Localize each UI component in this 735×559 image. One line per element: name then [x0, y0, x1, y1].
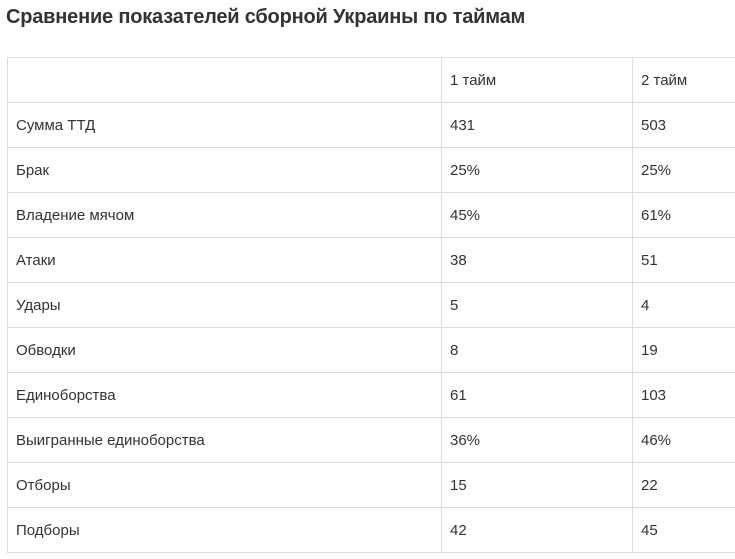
- stats-table: 1 тайм 2 тайм Сумма ТТД 431 503 Брак 25%…: [7, 57, 735, 553]
- header-cell-half-1: 1 тайм: [441, 57, 633, 103]
- row-label: Сумма ТТД: [7, 102, 442, 148]
- table-row: Подборы 42 45: [7, 507, 735, 553]
- row-label: Владение мячом: [7, 192, 442, 238]
- table-row: Выигранные единоборства 36% 46%: [7, 417, 735, 463]
- value-half-1: 15: [441, 462, 633, 508]
- table-header-row: 1 тайм 2 тайм: [7, 57, 735, 103]
- header-cell-half-2: 2 тайм: [632, 57, 735, 103]
- row-label: Обводки: [7, 327, 442, 373]
- value-half-1: 38: [441, 237, 633, 283]
- value-half-2: 45: [632, 507, 735, 553]
- table-row: Обводки 8 19: [7, 327, 735, 373]
- value-half-1: 5: [441, 282, 633, 328]
- table-row: Удары 5 4: [7, 282, 735, 328]
- value-half-2: 46%: [632, 417, 735, 463]
- value-half-2: 4: [632, 282, 735, 328]
- value-half-2: 25%: [632, 147, 735, 193]
- table-row: Сумма ТТД 431 503: [7, 102, 735, 148]
- row-label: Выигранные единоборства: [7, 417, 442, 463]
- value-half-2: 61%: [632, 192, 735, 238]
- value-half-1: 431: [441, 102, 633, 148]
- value-half-1: 25%: [441, 147, 633, 193]
- stats-table-container: 1 тайм 2 тайм Сумма ТТД 431 503 Брак 25%…: [7, 57, 735, 553]
- row-label: Брак: [7, 147, 442, 193]
- value-half-2: 51: [632, 237, 735, 283]
- table-row: Единоборства 61 103: [7, 372, 735, 418]
- table-row: Отборы 15 22: [7, 462, 735, 508]
- header-cell-empty: [7, 57, 442, 103]
- row-label: Атаки: [7, 237, 442, 283]
- row-label: Отборы: [7, 462, 442, 508]
- row-label: Удары: [7, 282, 442, 328]
- row-label: Подборы: [7, 507, 442, 553]
- table-row: Владение мячом 45% 61%: [7, 192, 735, 238]
- value-half-1: 61: [441, 372, 633, 418]
- table-row: Атаки 38 51: [7, 237, 735, 283]
- value-half-2: 103: [632, 372, 735, 418]
- value-half-2: 19: [632, 327, 735, 373]
- value-half-1: 42: [441, 507, 633, 553]
- value-half-1: 36%: [441, 417, 633, 463]
- value-half-2: 503: [632, 102, 735, 148]
- value-half-1: 8: [441, 327, 633, 373]
- table-row: Брак 25% 25%: [7, 147, 735, 193]
- value-half-1: 45%: [441, 192, 633, 238]
- page-title: Сравнение показателей сборной Украины по…: [6, 6, 526, 28]
- row-label: Единоборства: [7, 372, 442, 418]
- value-half-2: 22: [632, 462, 735, 508]
